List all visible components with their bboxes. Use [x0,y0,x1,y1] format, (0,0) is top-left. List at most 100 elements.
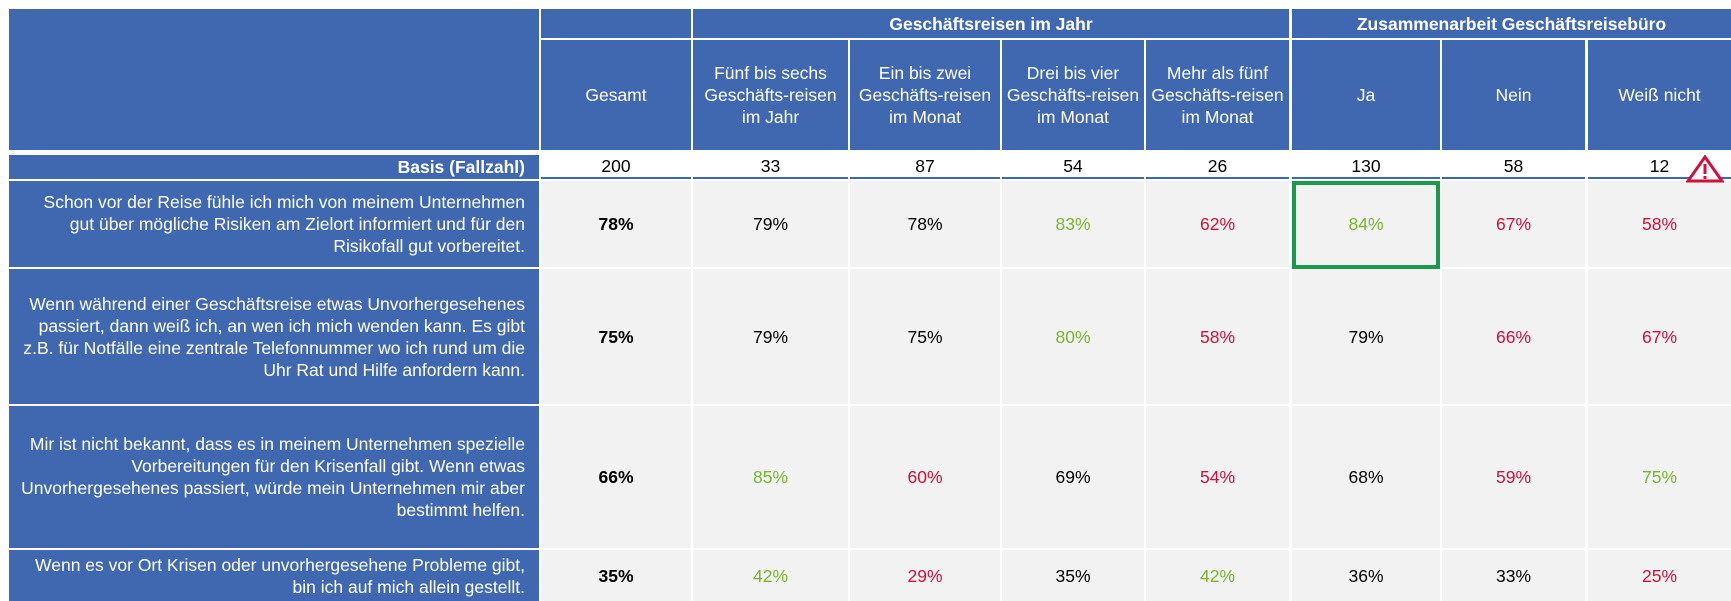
basis-label: Basis (Fallzahl) [9,155,539,179]
row-label: Wenn während einer Geschäftsreise etwas … [9,269,539,404]
data-cell: 84% [1292,181,1440,267]
data-cell: 78% [541,181,691,267]
data-cell: 79% [693,181,848,267]
column-header: Mehr als fünf Geschäfts-reisen im Monat [1146,40,1289,150]
cell-text: 83% [1055,214,1091,234]
data-cell: 33% [1442,550,1585,601]
data-cell: 67% [1588,269,1731,404]
data-cell: 68% [1292,406,1440,548]
data-cell: 75% [541,269,691,404]
cell-text: Schon vor der Reise fühle ich mich von m… [43,192,525,256]
cell-text: Geschäftsreisen im Jahr [889,13,1093,34]
cell-text: 35% [1055,565,1091,586]
cell-text: 33 [760,156,781,176]
cell-text: 67% [1495,214,1532,234]
cell-text: Wenn es vor Ort Krisen oder unvorhergese… [35,554,525,597]
data-cell: 25% [1588,550,1731,601]
row-label: Wenn es vor Ort Krisen oder unvorhergese… [9,550,539,601]
highlight-box [1292,181,1440,269]
column-header: Drei bis vier Geschäfts-reisen im Monat [1002,40,1144,150]
data-cell: 36% [1292,550,1440,601]
cell-text: 78% [907,214,943,234]
cell-text: 80% [1055,326,1091,347]
cell-text: 66% [598,467,634,487]
data-cell: 66% [1442,269,1585,404]
data-cell: 67% [1442,181,1585,267]
cell-text: 60% [907,467,943,487]
data-cell: 35% [541,550,691,601]
cell-text: 66% [1495,326,1532,347]
cell-text: Basis (Fallzahl) [397,157,525,177]
data-cell: 62% [1146,181,1289,267]
cell-text: Ja [1356,85,1376,105]
cell-text: 12 [1649,156,1670,176]
data-cell: 78% [850,181,1000,267]
header-blank [541,9,691,38]
data-cell: 80% [1002,269,1144,404]
cell-text: 200 [601,156,631,176]
column-header: Gesamt [541,40,691,150]
data-cell: 42% [693,550,848,601]
cell-text: 69% [1055,467,1091,487]
cell-text: 29% [907,565,943,586]
cell-text: Nein [1495,85,1532,105]
cell-text: Gesamt [585,85,647,105]
cell-text: 42% [1199,565,1236,586]
data-cell: 58% [1588,181,1731,267]
basis-value: 54 [1002,155,1144,179]
group-header: Zusammenarbeit Geschäftsreisebüro [1292,9,1731,38]
row-label: Mir ist nicht bekannt, dass es in meinem… [9,406,539,548]
cell-text: 58% [1199,326,1236,347]
data-cell: 85% [693,406,848,548]
data-cell: 75% [1588,406,1731,548]
cell-text: 58% [1641,214,1678,234]
cell-text: 54 [1063,156,1083,176]
cell-text: 84% [1348,214,1384,234]
cell-text: 75% [907,326,943,347]
cell-text: 42% [752,565,789,586]
cell-text: Fünf bis sechs Geschäfts-reisen im Jahr [704,63,837,127]
cell-text: 130 [1351,156,1381,176]
cell-text: 67% [1641,326,1678,347]
basis-value: 58 [1442,155,1585,179]
cell-text: 26 [1207,156,1228,176]
row-label: Schon vor der Reise fühle ich mich von m… [9,181,539,267]
cell-text: 62% [1199,214,1236,234]
cell-text: Mehr als fünf Geschäfts-reisen im Monat [1151,63,1284,127]
cell-text: 25% [1641,565,1678,586]
header-blank [9,9,539,150]
data-cell: 79% [693,269,848,404]
cell-text: 58 [1503,156,1524,176]
cell-text: 36% [1348,565,1384,586]
cell-text: 79% [1348,326,1384,347]
cell-text: 85% [752,467,789,487]
data-cell: 60% [850,406,1000,548]
column-header: Ein bis zwei Geschäfts-reisen im Monat [850,40,1000,150]
group-header: Geschäftsreisen im Jahr [693,9,1289,38]
cell-text: 54% [1199,467,1236,487]
cell-text: 75% [598,326,634,347]
cell-text: 87 [915,156,935,176]
cell-text: Wenn während einer Geschäftsreise etwas … [23,293,525,380]
data-cell: 58% [1146,269,1289,404]
data-cell: 69% [1002,406,1144,548]
cell-text: Zusammenarbeit Geschäftsreisebüro [1356,13,1667,34]
cell-text: 59% [1495,467,1532,487]
data-cell: 83% [1002,181,1144,267]
data-cell: 35% [1002,550,1144,601]
column-header: Ja [1292,40,1440,150]
basis-value: 87 [850,155,1000,179]
cell-text: 35% [598,565,634,586]
column-header: Fünf bis sechs Geschäfts-reisen im Jahr [693,40,848,150]
data-cell: 79% [1292,269,1440,404]
cell-text: 68% [1348,467,1384,487]
cell-text: 33% [1495,565,1532,586]
cell-text: 79% [752,214,789,234]
column-header: Nein [1442,40,1585,150]
data-cell: 42% [1146,550,1289,601]
cell-text: Ein bis zwei Geschäfts-reisen im Monat [858,63,992,127]
basis-value: 26 [1146,155,1289,179]
data-cell: 54% [1146,406,1289,548]
data-cell: 29% [850,550,1000,601]
